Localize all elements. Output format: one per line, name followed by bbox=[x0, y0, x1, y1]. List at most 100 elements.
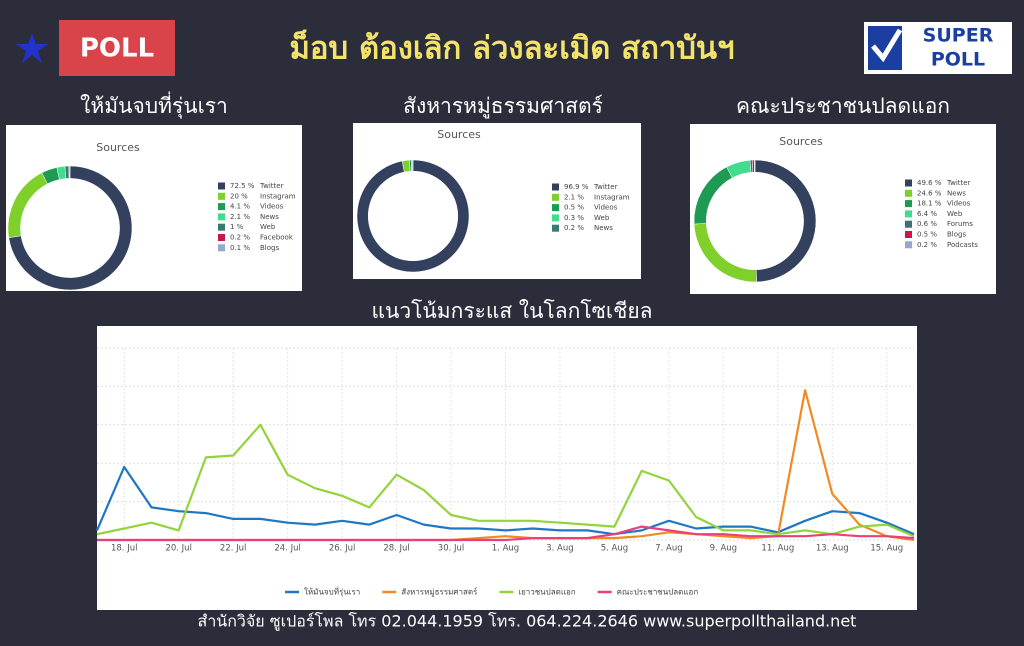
legend-value: 0.2 % bbox=[564, 224, 584, 232]
legend-swatch bbox=[552, 214, 559, 222]
donut-slice bbox=[412, 159, 414, 172]
legend-swatch bbox=[905, 189, 912, 197]
legend-swatch bbox=[905, 200, 912, 208]
series-line bbox=[96, 423, 915, 538]
legend-value: 0.5 % bbox=[564, 204, 584, 212]
x-tick-label: 9. Aug bbox=[710, 544, 737, 554]
legend-label: Instagram bbox=[594, 193, 630, 201]
donut-slice bbox=[356, 159, 470, 273]
legend-swatch bbox=[905, 220, 912, 228]
main-title: ม็อบ ต้องเลิก ล่วงละเมิด สถาบันฯ bbox=[289, 29, 734, 67]
legend-swatch bbox=[552, 224, 559, 232]
series-line bbox=[97, 525, 915, 542]
legend-swatch bbox=[218, 234, 225, 241]
legend-label: Instagram bbox=[260, 192, 296, 200]
legend-value: 49.6 % bbox=[917, 179, 942, 187]
x-tick-label: 1. Aug bbox=[492, 544, 519, 554]
legend-value: 20 % bbox=[230, 192, 248, 200]
legend-value: 2.1 % bbox=[564, 193, 584, 201]
legend-value: 0.6 % bbox=[917, 220, 937, 228]
legend-value: 1 % bbox=[230, 223, 244, 231]
x-tick-label: 24. Jul bbox=[274, 544, 300, 554]
legend-swatch bbox=[218, 182, 225, 190]
legend-label: Videos bbox=[947, 200, 971, 208]
legend-label: คณะประชาชนปลดแอก bbox=[617, 588, 699, 597]
x-tick-label: 5. Aug bbox=[601, 544, 628, 554]
panel bbox=[6, 125, 302, 291]
legend-label: Web bbox=[594, 214, 610, 222]
legend-label: Forums bbox=[947, 220, 973, 228]
legend-swatch bbox=[905, 231, 912, 238]
section-title: สังหารหมู่ธรรมศาสตร์ bbox=[403, 94, 603, 119]
legend-label: สังหารหมู่ธรรมศาสตร์ bbox=[401, 587, 478, 598]
legend-value: 72.5 % bbox=[230, 182, 255, 190]
legend-label: Twitter bbox=[593, 183, 618, 191]
legend-swatch bbox=[218, 244, 225, 252]
legend-value: 18.1 % bbox=[917, 200, 942, 208]
logo-top: SUPER bbox=[923, 25, 994, 47]
legend-label: Facebook bbox=[260, 234, 294, 242]
x-tick-label: 3. Aug bbox=[546, 544, 573, 554]
legend-swatch bbox=[218, 203, 225, 211]
x-tick-label: 7. Aug bbox=[655, 544, 682, 554]
x-tick-label: 26. Jul bbox=[329, 544, 355, 554]
legend-value: 6.4 % bbox=[917, 210, 937, 218]
poll-badge bbox=[59, 20, 175, 76]
legend-value: 4.1 % bbox=[230, 203, 250, 211]
legend-label: Web bbox=[260, 223, 276, 231]
legend-swatch bbox=[905, 241, 912, 249]
logo-check bbox=[871, 28, 903, 63]
footer: สำนักวิจัย ซูเปอร์โพล โทร 02.044.1959 โท… bbox=[198, 612, 857, 632]
legend-value: 2.1 % bbox=[230, 213, 250, 221]
section-title: แนวโน้มกระแส ในโลกโซเชียล bbox=[371, 299, 652, 323]
panel-subtitle: Sources bbox=[96, 141, 140, 154]
panel bbox=[690, 124, 996, 294]
legend-label: เยาวชนปลดแอก bbox=[518, 588, 575, 597]
x-tick-label: 30. Jul bbox=[438, 544, 464, 554]
legend-label: Twitter bbox=[946, 179, 971, 187]
panel bbox=[97, 326, 917, 610]
legend-label: News bbox=[260, 213, 279, 221]
legend-label: Blogs bbox=[260, 244, 279, 252]
legend-label: Twitter bbox=[259, 182, 284, 190]
x-tick-label: 22. Jul bbox=[220, 544, 246, 554]
legend-label: News bbox=[947, 189, 966, 197]
legend-swatch bbox=[552, 193, 559, 201]
panel-subtitle: Sources bbox=[437, 128, 481, 141]
legend-label: Podcasts bbox=[947, 241, 978, 249]
x-tick-label: 15. Aug bbox=[870, 544, 903, 554]
logo-bottom: POLL bbox=[931, 49, 985, 71]
x-tick-label: 13. Aug bbox=[816, 544, 849, 554]
legend-label: News bbox=[594, 224, 613, 232]
donut-slice bbox=[64, 165, 70, 179]
x-tick-label: 11. Aug bbox=[761, 544, 794, 554]
legend-label: Web bbox=[947, 210, 963, 218]
x-tick-label: 20. Jul bbox=[165, 544, 191, 554]
legend-swatch bbox=[218, 223, 225, 231]
star-icon bbox=[16, 33, 48, 63]
legend-swatch bbox=[218, 192, 225, 200]
legend-label: Blogs bbox=[947, 231, 966, 239]
legend-label: Videos bbox=[594, 204, 618, 212]
legend-swatch bbox=[905, 210, 912, 218]
legend-swatch bbox=[218, 213, 225, 221]
legend-value: 24.6 % bbox=[917, 189, 942, 197]
legend-value: 0.2 % bbox=[230, 234, 250, 242]
legend-swatch bbox=[552, 204, 559, 212]
x-tick-label: 28. Jul bbox=[383, 544, 409, 554]
panel-subtitle: Sources bbox=[779, 135, 823, 148]
x-tick-label: 18. Jul bbox=[111, 544, 137, 554]
legend-value: 96.9 % bbox=[564, 183, 589, 191]
legend-value: 0.1 % bbox=[230, 244, 250, 252]
badge-text: POLL bbox=[80, 34, 154, 64]
donut-slice bbox=[753, 159, 756, 173]
legend-label: Videos bbox=[260, 203, 284, 211]
legend-swatch bbox=[552, 183, 559, 191]
section-title: ให้มันจบที่รุ่นเรา bbox=[80, 91, 228, 119]
panel bbox=[353, 123, 641, 279]
legend-value: 0.2 % bbox=[917, 241, 937, 249]
legend-swatch bbox=[905, 179, 912, 187]
donut-slice bbox=[8, 165, 133, 291]
legend-value: 0.3 % bbox=[564, 214, 584, 222]
legend-value: 0.5 % bbox=[917, 231, 937, 239]
